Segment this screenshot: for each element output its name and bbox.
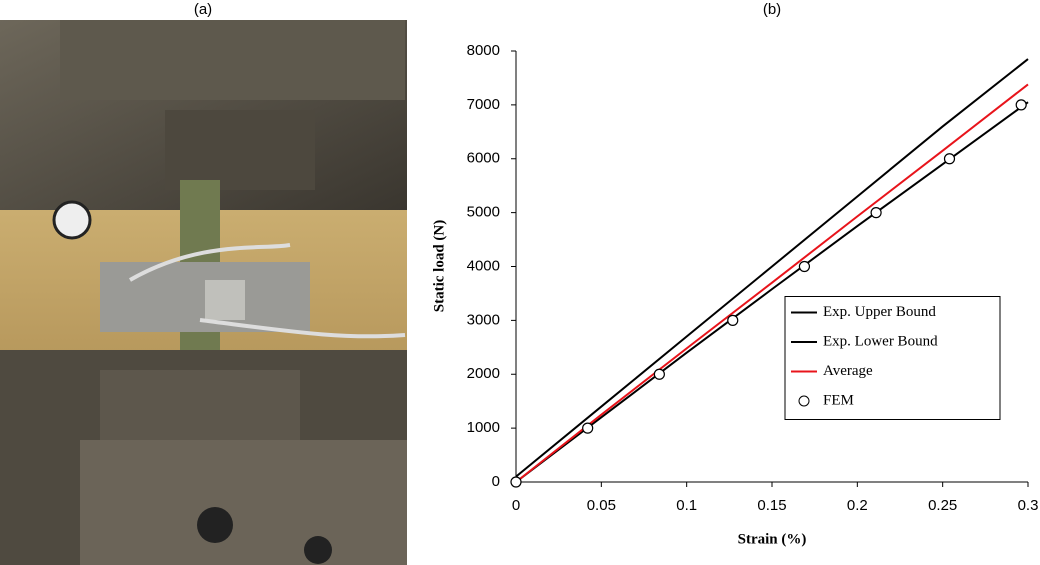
legend-label: FEM — [823, 392, 854, 408]
series-line — [515, 101, 1029, 483]
y-tick-label: 2000 — [467, 365, 500, 382]
x-axis-title: Strain (%) — [738, 531, 807, 547]
x-tick-label: 0.1 — [676, 497, 697, 514]
fem-point — [510, 476, 522, 488]
y-tick-label: 5000 — [467, 204, 500, 221]
legend-box — [784, 296, 1001, 420]
panel-label: (a) — [194, 1, 212, 18]
x-tick-label: 0.25 — [928, 497, 957, 514]
fem-point — [870, 207, 882, 219]
fem-point — [582, 422, 594, 434]
series-line — [515, 83, 1029, 483]
y-tick-label: 7000 — [467, 96, 500, 113]
y-tick-label: 4000 — [467, 257, 500, 274]
y-tick-label: 1000 — [467, 419, 500, 436]
fem-point — [943, 153, 956, 165]
y-tick-label: 8000 — [467, 42, 500, 59]
fem-point — [653, 368, 665, 380]
fem-point — [798, 260, 811, 273]
legend-marker — [798, 395, 810, 407]
y-tick-label: 0 — [492, 473, 500, 490]
series-line — [515, 58, 1029, 478]
fem-point — [1015, 99, 1027, 111]
x-tick-label: 0.05 — [587, 497, 616, 514]
fem-point — [727, 314, 739, 326]
legend-label: Exp. Upper Bound — [823, 304, 936, 320]
y-tick-label: 6000 — [467, 150, 500, 167]
y-axis-title: Static load (N) — [431, 220, 447, 313]
x-tick-label: 0.15 — [757, 497, 786, 514]
x-tick-label: 0 — [512, 497, 520, 514]
photo — [0, 20, 407, 565]
legend-label: Exp. Lower Bound — [823, 333, 938, 349]
y-tick-label: 3000 — [467, 311, 500, 328]
x-tick-label: 0.2 — [847, 497, 868, 514]
panel-label: (b) — [763, 1, 781, 18]
x-tick-label: 0.3 — [1018, 497, 1039, 514]
legend-label: Average — [823, 363, 873, 379]
